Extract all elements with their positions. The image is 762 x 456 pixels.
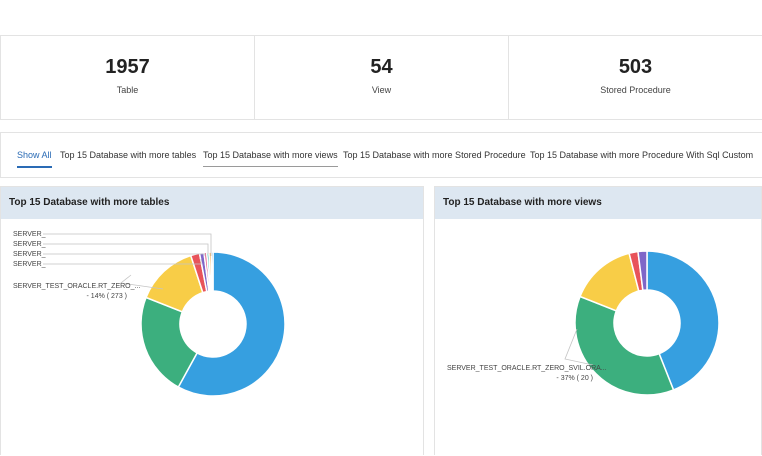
tab-top-tables[interactable]: Top 15 Database with more tables: [60, 150, 197, 160]
donut-slice-0[interactable]: [177, 251, 286, 397]
slice-label: SERVER_: [13, 231, 46, 238]
donut-slice-1[interactable]: [140, 296, 199, 389]
slice-label: SERVER_: [13, 241, 46, 248]
stat-label: Stored Procedure: [600, 85, 671, 95]
donut-slice-4[interactable]: [637, 250, 648, 292]
leader-line: [564, 328, 594, 366]
leader-line: [43, 253, 206, 256]
panel-tables: Top 15 Database with more tables SERVER_…: [0, 186, 424, 455]
filter-tabs: Show All Top 15 Database with more table…: [0, 132, 762, 178]
slice-value-label: - 14% ( 273 ): [87, 293, 127, 300]
slice-label: SERVER_TEST_ORACLE.RT_ZERO_...: [13, 283, 140, 290]
views-donut-chart: SERVER_TEST_ORACLE.RT_ZERO_SVIL.ORA... - …: [447, 250, 720, 396]
stat-value: 54: [370, 56, 393, 78]
tab-top-stored-procedure[interactable]: Top 15 Database with more Stored Procedu…: [343, 150, 526, 160]
stat-table: 1957 Table: [1, 36, 254, 119]
leader-line: [43, 259, 202, 265]
slice-value-label: - 37% ( 20 ): [556, 375, 593, 382]
leader-line: [43, 243, 209, 254]
tables-donut-chart: SERVER_ SERVER_ SERVER_ SERVER_ SERVER_TEST_…: [13, 231, 286, 397]
panel-title: Top 15 Database with more tables: [1, 187, 423, 219]
slice-label: SERVER_: [13, 251, 46, 258]
stat-stored-procedure: 503 Stored Procedure: [508, 36, 762, 119]
stat-view: 54 View: [254, 36, 508, 119]
donut-slice-1[interactable]: [574, 295, 675, 396]
donut-slice-0[interactable]: [646, 250, 720, 391]
summary-stats: 1957 Table 54 View 503 Stored Procedure: [0, 35, 762, 120]
panel-title: Top 15 Database with more views: [435, 187, 761, 219]
leader-line: [43, 233, 212, 256]
leader-line: [120, 274, 164, 290]
slice-label: SERVER_: [13, 261, 46, 268]
tab-show-all[interactable]: Show All: [17, 150, 52, 168]
stat-value: 503: [618, 56, 653, 78]
slice-label: SERVER_TEST_ORACLE.RT_ZERO_SVIL.ORA...: [447, 365, 607, 372]
stat-label: View: [371, 85, 392, 95]
panel-views: Top 15 Database with more views SERVER_T…: [434, 186, 762, 455]
donut-slice-8[interactable]: [210, 251, 214, 292]
tab-top-views[interactable]: Top 15 Database with more views: [203, 150, 338, 167]
tab-top-procedure-sql-custom[interactable]: Top 15 Database with more Procedure With…: [530, 150, 754, 160]
stat-label: Table: [116, 85, 139, 95]
stat-value: 1957: [105, 56, 150, 78]
